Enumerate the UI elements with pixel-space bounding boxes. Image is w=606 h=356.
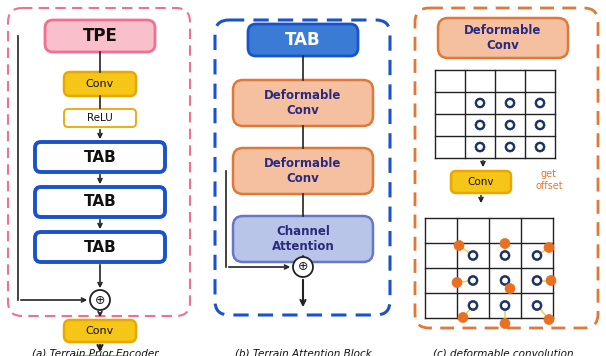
FancyBboxPatch shape <box>35 187 165 217</box>
Circle shape <box>500 239 510 248</box>
FancyBboxPatch shape <box>233 148 373 194</box>
Circle shape <box>507 145 513 150</box>
Circle shape <box>532 300 542 310</box>
Circle shape <box>507 100 513 105</box>
Text: Conv: Conv <box>86 326 114 336</box>
Text: TAB: TAB <box>84 194 116 209</box>
FancyBboxPatch shape <box>451 171 511 193</box>
Circle shape <box>534 303 539 308</box>
Circle shape <box>538 100 542 105</box>
Circle shape <box>500 300 510 310</box>
FancyBboxPatch shape <box>438 18 568 58</box>
Circle shape <box>505 142 515 152</box>
Circle shape <box>502 278 507 283</box>
Circle shape <box>475 120 485 130</box>
FancyBboxPatch shape <box>64 109 136 127</box>
Circle shape <box>500 319 510 329</box>
Circle shape <box>475 142 485 152</box>
Text: TPE: TPE <box>82 27 118 45</box>
Text: TAB: TAB <box>84 240 116 255</box>
Circle shape <box>534 278 539 283</box>
Text: TAB: TAB <box>285 31 321 49</box>
Text: Channel
Attention: Channel Attention <box>271 225 335 253</box>
Circle shape <box>90 290 110 310</box>
Text: (b) Terrain Attention Block: (b) Terrain Attention Block <box>235 349 371 356</box>
Circle shape <box>546 276 556 286</box>
Text: (a) Terrain Prior Encoder: (a) Terrain Prior Encoder <box>32 349 158 356</box>
Circle shape <box>478 122 482 127</box>
Circle shape <box>454 241 464 251</box>
Circle shape <box>505 283 515 293</box>
Circle shape <box>534 253 539 258</box>
Circle shape <box>478 100 482 105</box>
Circle shape <box>535 142 545 152</box>
Circle shape <box>538 145 542 150</box>
FancyBboxPatch shape <box>233 80 373 126</box>
Text: TAB: TAB <box>84 150 116 164</box>
Circle shape <box>507 122 513 127</box>
Circle shape <box>475 98 485 108</box>
FancyBboxPatch shape <box>248 24 358 56</box>
Circle shape <box>538 122 542 127</box>
Circle shape <box>535 120 545 130</box>
Circle shape <box>505 120 515 130</box>
Text: (c) deformable convolution: (c) deformable convolution <box>433 349 573 356</box>
Circle shape <box>478 145 482 150</box>
Circle shape <box>532 251 542 261</box>
Text: ⊕: ⊕ <box>298 261 308 273</box>
Circle shape <box>468 300 478 310</box>
Circle shape <box>500 251 510 261</box>
Text: ReLU: ReLU <box>87 113 113 123</box>
Circle shape <box>535 98 545 108</box>
Circle shape <box>544 242 554 252</box>
Text: ⊕: ⊕ <box>95 293 105 307</box>
Text: Deformable
Conv: Deformable Conv <box>264 89 342 117</box>
Circle shape <box>505 98 515 108</box>
Circle shape <box>502 253 507 258</box>
FancyBboxPatch shape <box>64 320 136 342</box>
Text: Conv: Conv <box>468 177 494 187</box>
Circle shape <box>470 253 476 258</box>
Circle shape <box>502 303 507 308</box>
Text: Deformable
Conv: Deformable Conv <box>264 157 342 185</box>
Circle shape <box>458 313 468 323</box>
FancyBboxPatch shape <box>64 72 136 96</box>
Circle shape <box>468 251 478 261</box>
FancyBboxPatch shape <box>45 20 155 52</box>
Text: Deformable
Conv: Deformable Conv <box>464 24 542 52</box>
Circle shape <box>452 277 462 288</box>
Circle shape <box>544 314 554 325</box>
Text: Conv: Conv <box>86 79 114 89</box>
Circle shape <box>470 303 476 308</box>
Text: get
offset: get offset <box>535 169 562 191</box>
Circle shape <box>470 278 476 283</box>
Circle shape <box>532 276 542 286</box>
Circle shape <box>500 276 510 286</box>
FancyBboxPatch shape <box>35 232 165 262</box>
Circle shape <box>468 276 478 286</box>
Circle shape <box>293 257 313 277</box>
FancyBboxPatch shape <box>35 142 165 172</box>
FancyBboxPatch shape <box>233 216 373 262</box>
